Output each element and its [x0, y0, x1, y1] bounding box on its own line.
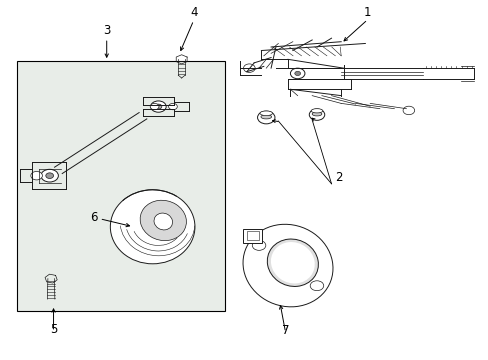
Circle shape	[41, 169, 58, 182]
Text: 3: 3	[103, 24, 110, 37]
Ellipse shape	[110, 190, 195, 264]
Circle shape	[290, 68, 305, 79]
Ellipse shape	[261, 115, 271, 119]
Ellipse shape	[310, 109, 322, 113]
Circle shape	[150, 101, 166, 112]
Circle shape	[150, 103, 159, 110]
Circle shape	[308, 109, 324, 120]
Text: 5: 5	[50, 323, 57, 336]
Circle shape	[309, 281, 323, 291]
Text: 7: 7	[281, 324, 289, 337]
Circle shape	[294, 71, 300, 76]
Circle shape	[46, 173, 53, 179]
Bar	[243, 229, 262, 243]
Ellipse shape	[140, 200, 186, 240]
Circle shape	[243, 64, 255, 72]
Circle shape	[168, 103, 177, 110]
Ellipse shape	[260, 111, 272, 116]
Ellipse shape	[270, 242, 314, 283]
Bar	[246, 231, 258, 240]
Text: 4: 4	[190, 6, 197, 19]
Ellipse shape	[243, 224, 332, 307]
Text: 6: 6	[90, 211, 97, 225]
Ellipse shape	[267, 239, 318, 287]
Circle shape	[257, 111, 274, 124]
Text: 1: 1	[363, 6, 371, 19]
Text: 2: 2	[334, 171, 342, 184]
Bar	[17, 61, 224, 311]
Ellipse shape	[311, 112, 321, 116]
Circle shape	[31, 171, 42, 180]
Circle shape	[252, 240, 265, 250]
Circle shape	[155, 104, 162, 109]
Ellipse shape	[154, 213, 172, 230]
